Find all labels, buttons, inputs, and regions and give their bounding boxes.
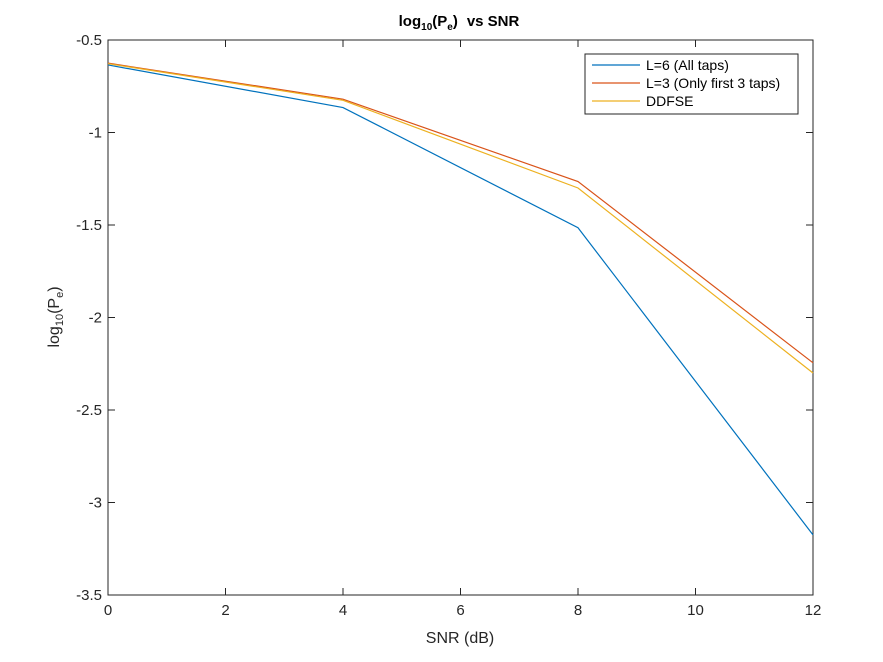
chart-title: log10(Pe) vs SNR xyxy=(399,13,520,33)
x-axis-label: SNR (dB) xyxy=(426,630,494,647)
x-axis: 0 2 4 6 8 10 12 xyxy=(104,40,822,619)
legend-label-1: L=6 (All taps) xyxy=(646,57,729,73)
series-line-3 xyxy=(107,63,814,374)
y-tick-label: -3.5 xyxy=(76,587,102,604)
y-axis-label: log10(Pe) xyxy=(46,286,66,347)
series-line-1 xyxy=(107,64,814,536)
x-tick-label: 6 xyxy=(456,602,464,619)
legend-label-2: L=3 (Only first 3 taps) xyxy=(646,75,780,91)
y-tick-label: -3 xyxy=(89,495,102,512)
x-tick-label: 2 xyxy=(221,602,229,619)
legend: L=6 (All taps) L=3 (Only first 3 taps) DDF… xyxy=(584,53,799,115)
series-line-2 xyxy=(107,62,814,364)
legend-label-3: DDFSE xyxy=(646,93,693,109)
x-tick-label: 8 xyxy=(574,602,582,619)
x-tick-label: 4 xyxy=(339,602,347,619)
legend-box xyxy=(584,53,799,115)
y-axis: -3.5 -3 -2.5 -2 -1.5 -1 -0.5 xyxy=(76,32,813,604)
x-tick-label: 0 xyxy=(104,602,112,619)
x-tick-label: 10 xyxy=(687,602,704,619)
plot-area xyxy=(107,39,814,596)
x-tick-label: 12 xyxy=(805,602,822,619)
y-tick-label: -0.5 xyxy=(76,32,102,49)
y-tick-label: -1 xyxy=(89,125,102,142)
y-tick-label: -2 xyxy=(89,310,102,327)
y-tick-label: -1.5 xyxy=(76,217,102,234)
y-tick-label: -2.5 xyxy=(76,402,102,419)
series-group xyxy=(107,62,814,536)
